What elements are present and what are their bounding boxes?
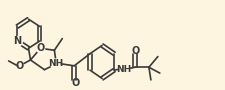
- Text: O: O: [132, 46, 140, 56]
- Text: NH: NH: [116, 65, 132, 74]
- Text: N: N: [13, 36, 21, 46]
- Text: O: O: [36, 43, 45, 53]
- Text: O: O: [16, 61, 24, 71]
- Text: NH: NH: [48, 59, 63, 68]
- Text: O: O: [71, 78, 79, 88]
